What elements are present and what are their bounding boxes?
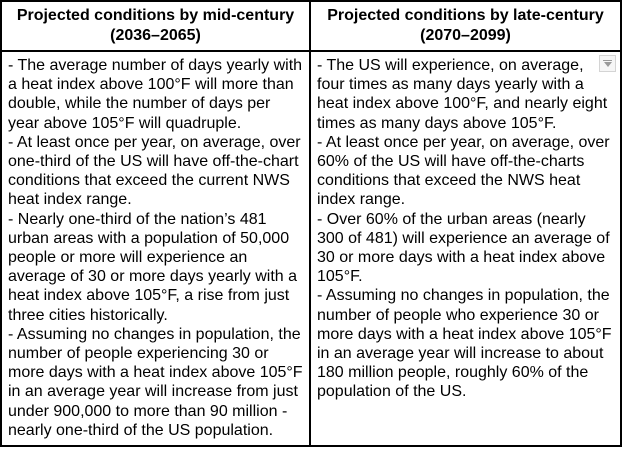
bullet-late-century-4: - Assuming no changes in population, the… — [317, 287, 612, 401]
cell-late-century-body: - The US will experience, on average, fo… — [311, 52, 620, 445]
bullet-late-century-3: - Over 60% of the urban areas (nearly 30… — [317, 210, 610, 286]
column-mid-century: Projected conditions by mid-century (203… — [2, 2, 311, 445]
bullet-mid-century-4: - Assuming no changes in population, the… — [8, 325, 303, 439]
chevron-down-icon — [603, 60, 612, 61]
cell-mid-century-body: - The average number of days yearly with… — [2, 52, 309, 445]
header-late-century-range: (2070–2099) — [420, 27, 511, 44]
bullet-late-century-2: - At least once per year, on average, ov… — [317, 133, 610, 209]
bullet-mid-century-3: - Nearly one-third of the nation’s 481 u… — [8, 210, 298, 324]
header-mid-century-title: Projected conditions by mid-century — [16, 7, 295, 24]
dropdown-arrow-button[interactable] — [599, 55, 616, 72]
header-mid-century-range: (2036–2065) — [110, 27, 201, 44]
bullet-late-century-1: - The US will experience, on average, fo… — [317, 57, 608, 132]
header-late-century: Projected conditions by late-century (20… — [311, 2, 620, 52]
header-mid-century: Projected conditions by mid-century (203… — [2, 2, 309, 52]
bullet-mid-century-2: - At least once per year, on average, ov… — [8, 133, 301, 209]
bullet-mid-century-1: - The average number of days yearly with… — [8, 57, 303, 132]
header-late-century-title: Projected conditions by late-century — [327, 7, 604, 24]
column-late-century: Projected conditions by late-century (20… — [311, 2, 620, 445]
